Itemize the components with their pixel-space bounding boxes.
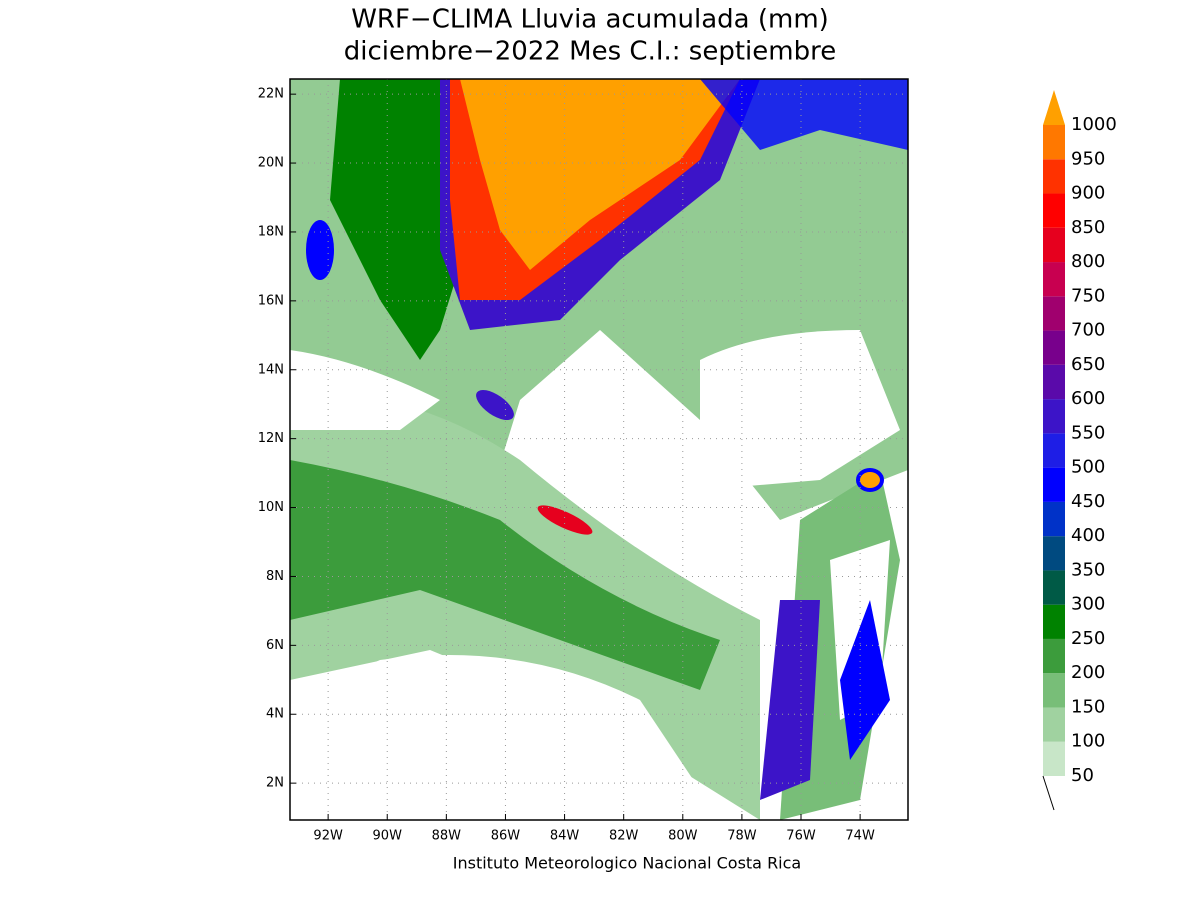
colorbar-box [1043,604,1065,639]
colorbar-label: 950 [1071,148,1105,169]
colorbar-label: 700 [1071,320,1105,341]
footer: Instituto Meteorologico Nacional Costa R… [453,854,801,873]
colorbar-label: 400 [1071,525,1105,546]
lat-tick-label: 22N [258,87,284,102]
lat-tick-label: 8N [266,569,284,584]
map-frame [289,78,909,821]
lon-tick-label: 92W [313,829,343,844]
colorbar-label: 850 [1071,217,1105,238]
colorbar-label: 900 [1071,183,1105,204]
colorbar-box [1043,125,1065,160]
colorbar-box [1043,433,1065,468]
colorbar-box [1043,570,1065,605]
colorbar-box [1043,501,1065,537]
lat-tick-label: 12N [258,431,284,446]
lat-tick-label: 10N [258,500,284,515]
colorbar-box [1043,364,1065,400]
colorbar: 50 100 150 200 250 300 350 400 450 500 550 600 650 70… [1042,90,1117,811]
colorbar-box [1043,193,1065,228]
lat-tick-label: 2N [266,776,284,791]
lon-tick-label: 76W [786,829,816,844]
colorbar-label: 500 [1071,457,1105,478]
graticule [290,79,908,820]
colorbar-label: 750 [1071,285,1105,306]
colorbar-box [1043,536,1065,571]
colorbar-label: 550 [1071,422,1105,443]
colorbar-tail [1042,775,1055,811]
colorbar-label: 350 [1071,559,1105,580]
rain-field [290,79,908,820]
axis-ticks: 92W 90W 88W 86W 84W 82W 80W 78W 76W 74W 2N 4N 6N 8N 10… [258,87,875,844]
colorbar-label: 800 [1071,251,1105,272]
colorbar-box [1043,296,1065,331]
colorbar-box [1043,159,1065,194]
colorbar-box [1043,467,1065,502]
colorbar-box [1043,262,1065,297]
colorbar-label: 100 [1071,731,1105,752]
lat-tick-label: 20N [258,156,284,171]
colorbar-label: 650 [1071,354,1105,375]
colorbar-label: 50 [1071,765,1094,786]
title-line: WRF−CLIMA Lluvia acumulada (mm) [351,5,829,35]
lon-tick-label: 88W [432,829,462,844]
colorbar-box [1043,638,1065,674]
colorbar-label: 250 [1071,628,1105,649]
lat-tick-label: 4N [266,707,284,722]
colorbar-box [1043,399,1065,434]
lat-tick-label: 14N [258,362,284,377]
colorbar-label: 1000 [1071,114,1117,135]
lon-tick-label: 90W [373,829,403,844]
colorbar-label: 450 [1071,491,1105,512]
lat-tick-label: 16N [258,293,284,308]
lon-tick-label: 78W [727,829,757,844]
title-line: diciembre−2022 Mes C.I.: septiembre [344,37,836,67]
lon-tick-label: 74W [845,829,875,844]
colorbar-box [1043,673,1065,708]
colorbar-arrow [1043,90,1065,125]
colorbar-box [1043,741,1065,776]
lat-tick-label: 6N [266,638,284,653]
colorbar-box [1043,707,1065,742]
lon-tick-label: 82W [609,829,639,844]
colorbar-box [1043,227,1065,263]
lon-tick-label: 84W [550,829,580,844]
colorbar-box [1043,330,1065,365]
colorbar-label: 200 [1071,662,1105,683]
lon-tick-label: 86W [491,829,521,844]
colorbar-label: 300 [1071,594,1105,615]
lat-tick-label: 18N [258,224,284,239]
colorbar-label: 600 [1071,388,1105,409]
colorbar-label: 150 [1071,696,1105,717]
lon-tick-label: 80W [668,829,698,844]
